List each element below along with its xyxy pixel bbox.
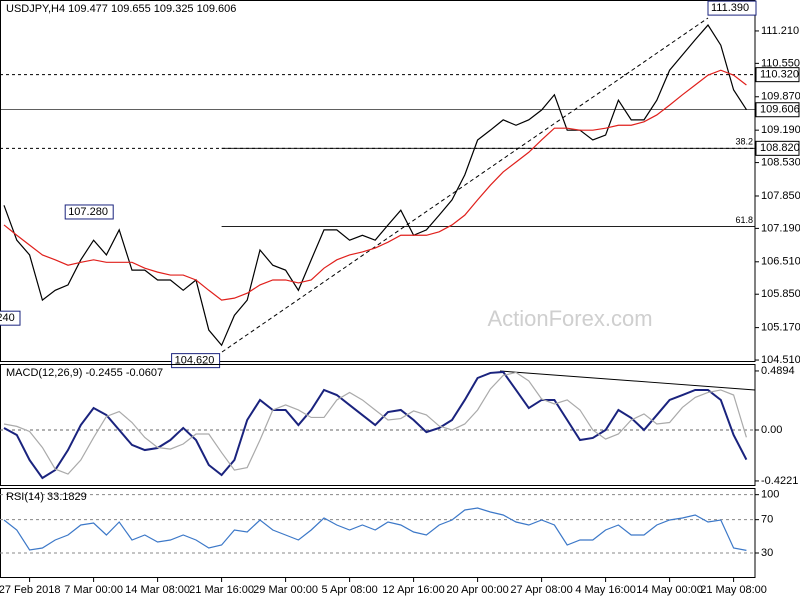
x-tick-label: 27 Apr 08:00 xyxy=(510,584,572,596)
y-tick-label: 106.510 xyxy=(761,256,800,268)
level-tag xyxy=(755,102,800,118)
y-tick-label: 109.190 xyxy=(761,124,800,136)
y-tick-label: 70 xyxy=(761,514,773,526)
y-tick-label: 111.210 xyxy=(761,25,799,37)
series-line xyxy=(3,507,747,551)
panel-frame xyxy=(0,0,756,362)
y-tick-label: 0.4894 xyxy=(761,365,795,377)
level-label: 108.820 xyxy=(760,142,800,154)
annotation-label: 105.240 xyxy=(0,312,15,324)
x-tick-label: 14 May 00:00 xyxy=(636,584,703,596)
x-tick-label: 21 Mar 16:00 xyxy=(189,584,254,596)
series-line xyxy=(3,69,747,301)
x-tick-label: 7 Mar 00:00 xyxy=(64,584,123,596)
y-tick-label: 109.870 xyxy=(761,91,800,103)
y-tick-label: -0.4221 xyxy=(761,475,798,487)
x-tick-label: 12 Apr 16:00 xyxy=(382,584,444,596)
fib-label: 38.2 xyxy=(735,137,753,147)
x-tick-label: 4 May 16:00 xyxy=(575,584,636,596)
x-tick-label: 14 Mar 08:00 xyxy=(125,584,190,596)
trendline xyxy=(499,370,756,391)
x-tick-label: 29 Mar 00:00 xyxy=(253,584,318,596)
annotation-label: 111.390 xyxy=(711,2,749,14)
panel-frame xyxy=(0,364,756,486)
y-tick-label: 107.190 xyxy=(761,222,800,234)
series-line xyxy=(3,24,747,347)
y-tick-label: 100 xyxy=(761,489,779,501)
level-tag xyxy=(755,140,800,156)
panel-title: USDJPY,H4 109.477 109.655 109.325 109.60… xyxy=(6,3,236,15)
watermark: ActionForex.com xyxy=(487,306,652,331)
panel-frame xyxy=(0,488,756,578)
y-tick-label: 0.00 xyxy=(761,424,782,436)
trendline xyxy=(221,17,709,353)
annotation-box xyxy=(707,0,757,16)
y-tick-label: 110.550 xyxy=(761,57,800,69)
panel-title: MACD(12,26,9) -0.2455 -0.0607 xyxy=(6,367,163,379)
x-tick-label: 21 May 08:00 xyxy=(700,584,767,596)
annotation-label: 107.280 xyxy=(68,206,108,218)
y-tick-label: 107.850 xyxy=(761,190,800,202)
series-line xyxy=(3,370,748,480)
panel-title: RSI(14) 33.1829 xyxy=(6,491,87,503)
y-tick-label: 105.170 xyxy=(761,322,800,334)
annotation-label: 104.620 xyxy=(175,355,215,367)
y-tick-label: 30 xyxy=(761,547,773,559)
series-line xyxy=(3,371,747,475)
level-label: 109.606 xyxy=(760,104,800,116)
x-tick-label: 20 Apr 00:00 xyxy=(446,584,508,596)
y-tick-label: 104.510 xyxy=(761,354,800,366)
annotation-box xyxy=(64,204,114,220)
x-tick-label: 5 Apr 08:00 xyxy=(321,584,377,596)
fib-label: 61.8 xyxy=(735,215,753,225)
y-tick-label: 108.530 xyxy=(761,156,800,168)
level-tag xyxy=(755,67,800,83)
annotation-box xyxy=(0,310,21,326)
y-tick-label: 105.850 xyxy=(761,288,800,300)
level-label: 110.320 xyxy=(760,69,799,81)
x-tick-label: 27 Feb 2018 xyxy=(0,584,60,596)
